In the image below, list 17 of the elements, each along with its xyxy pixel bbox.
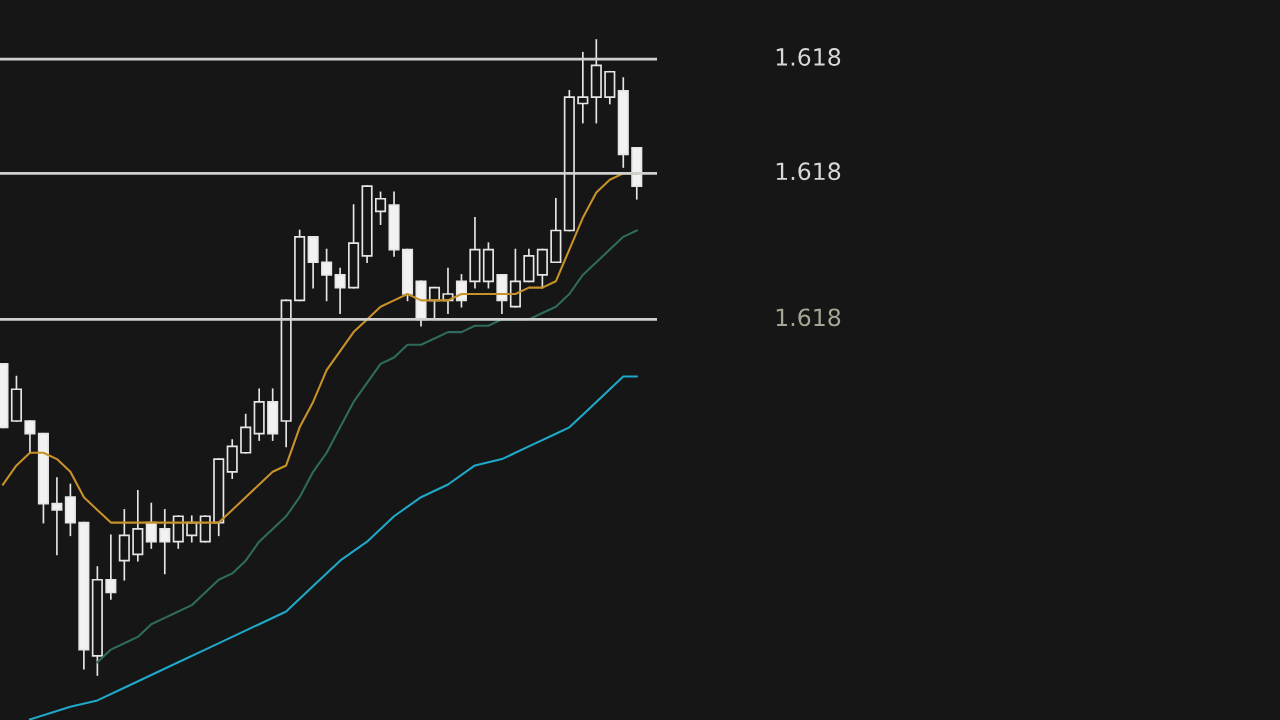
candlestick: [132, 490, 144, 562]
candlestick: [617, 77, 629, 168]
candlestick: [577, 51, 589, 124]
candlestick: [469, 216, 481, 289]
candlestick: [226, 439, 238, 479]
candlestick: [388, 191, 400, 257]
candlestick: [118, 509, 130, 581]
candlestick: [51, 477, 63, 556]
text: 1.618: [776, 308, 841, 327]
candlestick: [159, 509, 171, 575]
text: 1.618: [776, 162, 841, 181]
text: 1.618: [776, 48, 841, 66]
candlestick: [334, 267, 346, 314]
candlestick: [267, 388, 279, 441]
candlestick: [253, 388, 265, 441]
candlestick: [590, 39, 602, 124]
candlestick: [105, 534, 117, 600]
